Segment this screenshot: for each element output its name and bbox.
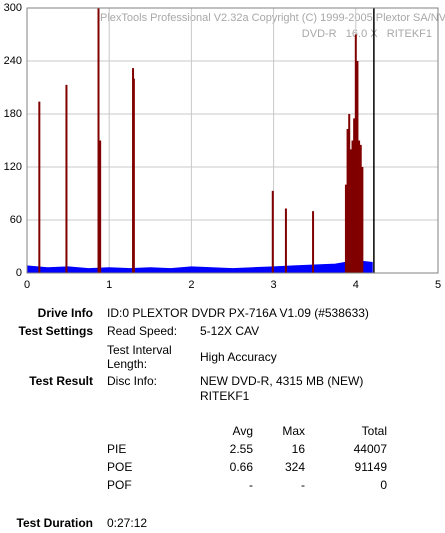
table-header: Total (361, 424, 387, 438)
x-tick-label: 1 (106, 279, 112, 291)
label: Drive Info (37, 306, 93, 320)
x-tick-label: 4 (353, 279, 359, 291)
plot-area (27, 8, 438, 273)
table-cell: 324 (284, 460, 305, 474)
label: Test Settings (18, 324, 93, 338)
x-tick-label: 2 (188, 279, 194, 291)
x-tick-label: 0 (24, 279, 30, 291)
table-cell: 2.55 (229, 442, 253, 456)
label: Test Interval (107, 343, 172, 357)
label: Length: (107, 357, 148, 371)
y-tick-label: 240 (4, 55, 22, 67)
plot-frame (26, 7, 439, 274)
watermark: DVD-R 16.0 X RITEKF1 (302, 28, 432, 40)
row-label: POF (107, 478, 132, 492)
y-tick-label: 120 (4, 161, 22, 173)
y-tick-label: 180 (4, 108, 22, 120)
x-tick-label: 3 (271, 279, 277, 291)
y-tick-label: 0 (16, 267, 22, 279)
row-label: POE (107, 460, 133, 474)
label: Test Result (29, 374, 93, 388)
table-cell: - (301, 478, 305, 492)
label: Read Speed: (107, 324, 178, 338)
y-tick-label: 60 (10, 214, 22, 226)
table-cell: - (249, 478, 253, 492)
value: 5-12X CAV (200, 324, 260, 338)
table-cell: 44007 (353, 442, 387, 456)
table-cell: 91149 (354, 460, 387, 474)
x-tick-label: 5 (435, 279, 441, 291)
value: High Accuracy (200, 350, 277, 364)
value: NEW DVD-R, 4315 MB (NEW) (200, 374, 364, 388)
table-header: Max (282, 424, 305, 438)
table-cell: 16 (291, 442, 305, 456)
watermark: PlexTools Professional V2.32a Copyright … (100, 12, 445, 24)
value: 0:27:12 (107, 516, 148, 530)
label: Test Duration (16, 516, 93, 530)
table-cell: 0.66 (229, 460, 253, 474)
value: ID:0 PLEXTOR DVDR PX-716A V1.09 (#538633… (107, 306, 369, 320)
row-label: PIE (107, 442, 127, 456)
y-tick-label: 300 (4, 2, 22, 14)
value: RITEKF1 (200, 389, 250, 403)
label: Disc Info: (107, 374, 158, 388)
chart: PlexTools Professional V2.32a Copyright … (4, 2, 445, 291)
table-cell: 0 (380, 478, 387, 492)
table-header: Avg (232, 424, 253, 438)
